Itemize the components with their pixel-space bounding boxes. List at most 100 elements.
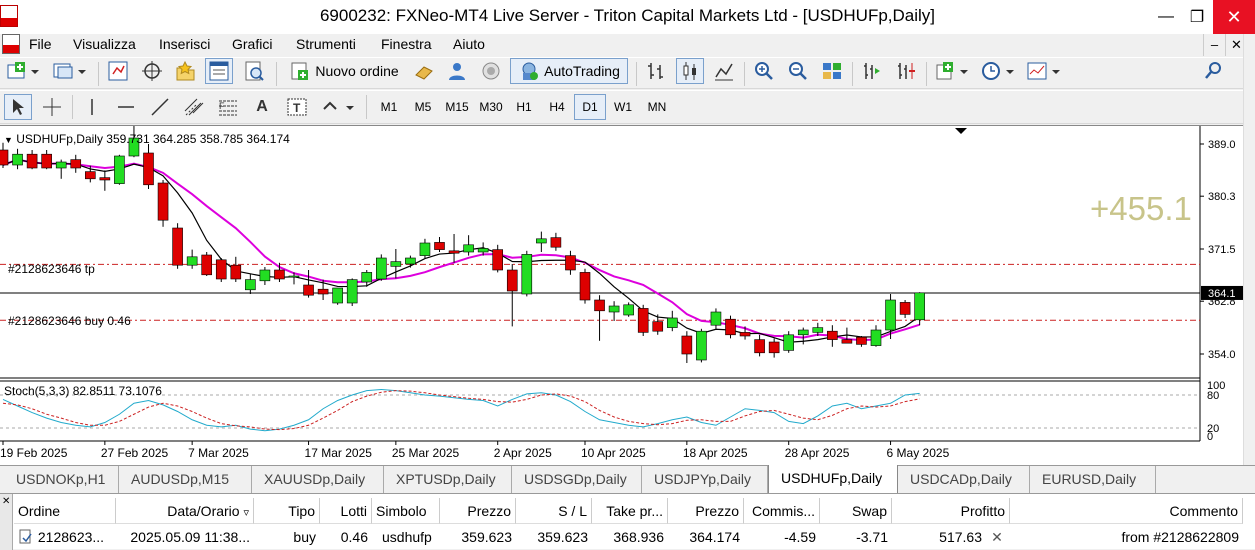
minimize-button[interactable]: — <box>1158 8 1174 25</box>
timeframe-m15[interactable]: M15 <box>445 100 469 114</box>
autotrading-button[interactable]: AutoTrading <box>510 58 628 84</box>
col-comment[interactable]: Commento <box>1010 498 1243 524</box>
timeframe-w1[interactable]: W1 <box>614 100 632 114</box>
fibonacci-button[interactable]: F <box>214 94 242 120</box>
arrows-button[interactable] <box>318 94 358 120</box>
candle-body <box>710 311 722 326</box>
templates-button[interactable] <box>1024 58 1064 84</box>
zoom-in-button[interactable] <box>750 58 778 84</box>
col-price[interactable]: Prezzo <box>440 498 516 524</box>
trendline-button[interactable] <box>148 94 172 120</box>
close-order-icon[interactable]: ✕ <box>991 529 1003 545</box>
search-button[interactable] <box>1200 58 1228 84</box>
tab-usdjpyp-daily[interactable]: USDJPYp,Daily <box>642 466 768 493</box>
candle-body <box>128 137 140 157</box>
date-label: 6 May 2025 <box>887 446 950 460</box>
menu-charts[interactable]: Grafici <box>232 36 273 52</box>
mdi-close-button[interactable]: ✕ <box>1225 34 1247 56</box>
market-watch-button[interactable] <box>104 58 132 84</box>
candle-body <box>143 152 154 186</box>
profiles-button[interactable] <box>50 58 90 84</box>
text-label-button[interactable]: T <box>284 94 310 120</box>
candle-body <box>361 272 373 283</box>
mdi-child-icon[interactable] <box>2 34 20 54</box>
mt4-app-icon[interactable] <box>0 5 18 27</box>
zoom-out-button[interactable] <box>784 58 812 84</box>
candle-body <box>492 249 504 271</box>
timeframe-h4[interactable]: H4 <box>549 100 565 114</box>
cursor-button[interactable] <box>4 94 32 120</box>
tab-usdhufp-daily[interactable]: USDHUFp,Daily <box>768 465 898 493</box>
navigator-button[interactable] <box>171 58 199 84</box>
col-order[interactable]: Ordine <box>14 498 116 524</box>
periods-button[interactable] <box>978 58 1018 84</box>
maximize-button[interactable]: ❐ <box>1189 9 1205 26</box>
terminal-close-icon[interactable]: ✕ <box>2 496 11 507</box>
col-time[interactable]: Data/Orario ▿ <box>116 498 254 524</box>
col-commission[interactable]: Commis... <box>744 498 820 524</box>
signals-button[interactable] <box>477 58 505 84</box>
col-swap[interactable]: Swap <box>820 498 892 524</box>
menu-file[interactable]: File <box>29 36 52 52</box>
mdi-minimize-button[interactable]: – <box>1203 34 1225 56</box>
tab-usdcadp-daily[interactable]: USDCADp,Daily <box>898 466 1030 493</box>
line-chart-button[interactable] <box>710 58 738 84</box>
col-current-price[interactable]: Prezzo <box>668 498 744 524</box>
tile-windows-button[interactable] <box>818 58 846 84</box>
candle-body <box>12 153 23 166</box>
candle-body <box>637 308 649 333</box>
text-button[interactable]: A <box>250 94 274 120</box>
menu-view[interactable]: Visualizza <box>73 36 136 52</box>
horizontal-line-button[interactable] <box>114 94 138 120</box>
bar-chart-button[interactable] <box>642 58 670 84</box>
chart-shift-button[interactable] <box>858 58 886 84</box>
tab-usdnokp-h1[interactable]: USDNOKp,H1 <box>4 466 119 493</box>
menu-help[interactable]: Aiuto <box>453 36 485 52</box>
tab-usdsgdp-daily[interactable]: USDSGDp,Daily <box>512 466 642 493</box>
tab-xauusdp-daily[interactable]: XAUUSDp,Daily <box>252 466 384 493</box>
close-button[interactable]: ✕ <box>1213 0 1255 34</box>
text-tool-icon: A <box>256 98 268 115</box>
data-window-button[interactable] <box>138 58 166 84</box>
autoscroll-button[interactable] <box>892 58 920 84</box>
terminal-side-handle[interactable]: ✕ <box>0 494 13 550</box>
new-order-button[interactable]: Nuovo ordine <box>282 58 406 84</box>
col-tp[interactable]: Take pr... <box>592 498 668 524</box>
price-tick-label: 371.5 <box>1208 244 1236 256</box>
candle-body <box>215 259 227 280</box>
col-type[interactable]: Tipo <box>254 498 320 524</box>
menu-insert[interactable]: Inserisci <box>159 36 211 52</box>
terminal-button[interactable] <box>205 58 233 84</box>
new-chart-button[interactable] <box>4 58 44 84</box>
col-lots[interactable]: Lotti <box>320 498 372 524</box>
timeframe-h1[interactable]: H1 <box>516 100 532 114</box>
crosshair-button[interactable] <box>38 94 66 120</box>
tab-xptusdp-daily[interactable]: XPTUSDp,Daily <box>384 466 512 493</box>
indicators-button[interactable] <box>932 58 972 84</box>
col-symbol[interactable]: Simbolo <box>372 498 440 524</box>
timeframe-d1[interactable]: D1 <box>574 94 606 120</box>
candlestick-chart-button[interactable] <box>676 58 704 84</box>
vertical-scrollbar[interactable] <box>1243 34 1255 465</box>
menu-tools[interactable]: Strumenti <box>296 36 356 52</box>
experts-button[interactable] <box>443 58 471 84</box>
metaeditor-button[interactable] <box>410 58 438 84</box>
price-chart[interactable]: 389.0380.3371.5362.8354.0364.11008020019… <box>0 126 1255 466</box>
tab-audusdp-m15[interactable]: AUDUSDp,M15 <box>119 466 252 493</box>
vertical-line-button[interactable] <box>80 94 104 120</box>
timeframe-m5[interactable]: M5 <box>414 100 432 114</box>
candle-body <box>521 254 533 295</box>
row-swap: -3.71 <box>856 529 888 545</box>
strategy-tester-button[interactable] <box>240 58 268 84</box>
collapse-triangle-icon[interactable]: ▼ <box>4 135 13 145</box>
tab-eurusd-daily[interactable]: EURUSD,Daily <box>1030 466 1156 493</box>
menu-window[interactable]: Finestra <box>381 36 432 52</box>
row-price: 359.623 <box>461 529 512 545</box>
chart-window[interactable]: 389.0 380.3 371.5 362.8 354.0 364.1 100 80 20 0 19… <box>0 125 1255 465</box>
timeframe-mn[interactable]: MN <box>647 100 667 114</box>
timeframe-m1[interactable]: M1 <box>380 100 398 114</box>
timeframe-m30[interactable]: M30 <box>479 100 503 114</box>
channel-button[interactable] <box>180 94 208 120</box>
col-profit[interactable]: Profitto <box>892 498 1010 524</box>
col-sl[interactable]: S / L <box>516 498 592 524</box>
